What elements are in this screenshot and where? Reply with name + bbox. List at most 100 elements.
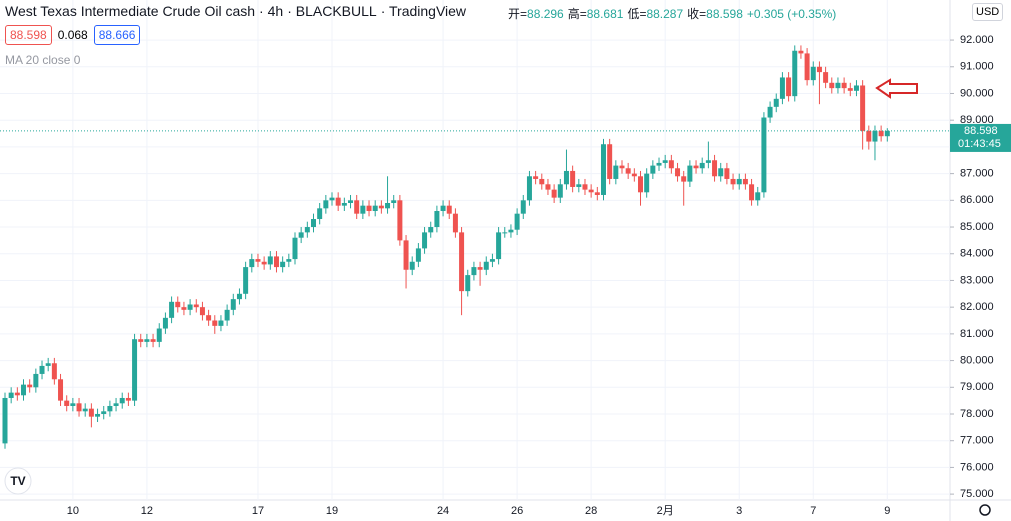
ohlc-value: 88.287	[646, 7, 684, 21]
candle-body	[557, 184, 563, 198]
ohlc-label: 收=	[687, 7, 707, 21]
candle-body	[613, 165, 619, 179]
candle-body	[878, 130, 884, 137]
candle-body	[724, 168, 730, 179]
x-tick-label: 3	[736, 505, 742, 517]
svg-text:TV: TV	[10, 474, 25, 488]
candle-body	[372, 205, 378, 212]
y-tick-label: 76.000	[960, 461, 994, 473]
y-tick-label: 91.000	[960, 61, 994, 73]
candle-body	[804, 53, 810, 81]
candle-body	[520, 200, 526, 214]
arrow-annotation	[875, 78, 918, 99]
x-tick-label: 28	[585, 505, 597, 517]
candle-body	[113, 403, 119, 406]
y-tick-label: 81.000	[960, 328, 994, 340]
candle-body	[335, 197, 341, 206]
candle-body	[761, 117, 767, 193]
candle-body	[477, 267, 483, 270]
price-tag-countdown: 01:43:45	[958, 138, 1001, 150]
candle-body	[27, 384, 33, 388]
candle-body	[440, 205, 446, 212]
candle-body	[736, 178, 742, 185]
currency[interactable]: USD	[972, 3, 1004, 21]
candle-body	[551, 189, 557, 198]
candle-body	[668, 160, 674, 169]
x-tick-label: 24	[437, 505, 449, 517]
candle-body	[860, 85, 866, 131]
interval: 4h	[267, 3, 284, 19]
candle-body	[483, 261, 489, 270]
candle-body	[82, 408, 88, 412]
candle-body	[767, 106, 773, 118]
candle-body	[533, 176, 539, 179]
settings-icon[interactable]	[979, 504, 991, 516]
candle-body	[403, 240, 409, 270]
candle-body	[508, 229, 514, 233]
candle-body	[730, 178, 736, 185]
candle-body	[526, 176, 532, 201]
candle-body	[58, 379, 64, 401]
ohlc-value: 88.296	[527, 7, 564, 21]
candle-body	[693, 165, 699, 169]
candle-body	[230, 299, 236, 310]
candle-body	[773, 98, 779, 107]
candle-body	[273, 256, 279, 268]
candle-body	[243, 267, 249, 294]
candle-body	[21, 384, 27, 396]
candle-body	[391, 200, 397, 203]
candle-body	[452, 213, 458, 233]
candle-body	[107, 405, 113, 412]
indicator: MA 20 close 0	[5, 53, 81, 67]
candle-body	[323, 200, 329, 209]
candle-body	[286, 259, 292, 262]
candle-body	[459, 232, 465, 292]
candle-body	[650, 165, 656, 174]
candle-body	[619, 165, 625, 169]
candle-body	[625, 168, 631, 174]
tv-logo: TV	[4, 467, 32, 495]
candle-body	[249, 259, 255, 268]
candle-body	[360, 205, 366, 214]
candle-body	[199, 307, 205, 316]
y-tick-label: 82.000	[960, 301, 994, 313]
candle-body	[607, 144, 613, 179]
candle-body	[428, 227, 434, 233]
candle-body	[712, 160, 718, 177]
candle-body	[175, 301, 181, 308]
ask[interactable]: 88.666	[93, 25, 141, 45]
candle-body	[187, 304, 193, 310]
candle-body	[847, 88, 853, 91]
spread: 0.068	[57, 28, 88, 42]
candle-body	[169, 301, 175, 318]
candle-body	[385, 202, 391, 209]
y-tick-label: 90.000	[960, 87, 994, 99]
candle-body	[255, 259, 261, 262]
x-tick-label: 2月	[657, 505, 674, 517]
x-tick-label: 10	[67, 505, 79, 517]
candle-body	[39, 365, 45, 374]
candle-body	[150, 339, 156, 342]
candle-body	[600, 144, 606, 195]
candle-body	[502, 232, 508, 234]
candle-body	[422, 232, 428, 249]
candle-body	[181, 307, 187, 310]
candle-body	[132, 339, 138, 401]
candle-body	[810, 66, 816, 81]
candle-body	[866, 130, 872, 142]
candle-body	[33, 373, 39, 388]
candle-body	[193, 304, 199, 308]
candle-body	[378, 205, 384, 209]
candle-body	[409, 261, 415, 270]
candle-body	[656, 162, 662, 166]
candle-body	[446, 205, 452, 214]
candle-body	[292, 237, 298, 260]
candle-body	[45, 363, 51, 366]
x-tick-label: 12	[141, 505, 153, 517]
bid[interactable]: 88.598	[5, 25, 52, 45]
ohlc-label: 开=	[508, 7, 528, 21]
candle-body	[705, 160, 711, 163]
ohlc: 开=88.296 高=88.681 低=88.287 收=88.598 +0.305 (…	[508, 5, 836, 22]
